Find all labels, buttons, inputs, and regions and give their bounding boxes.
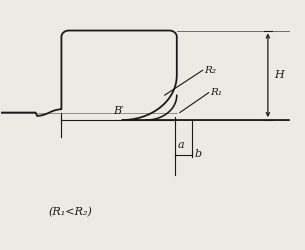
Text: H: H: [274, 70, 284, 80]
Text: b: b: [195, 148, 202, 158]
Text: R₁: R₁: [210, 88, 222, 97]
Text: a: a: [178, 140, 184, 150]
Text: R₂: R₂: [204, 66, 216, 75]
Text: B′: B′: [113, 106, 124, 116]
Text: (R₁<R₂): (R₁<R₂): [48, 207, 92, 217]
